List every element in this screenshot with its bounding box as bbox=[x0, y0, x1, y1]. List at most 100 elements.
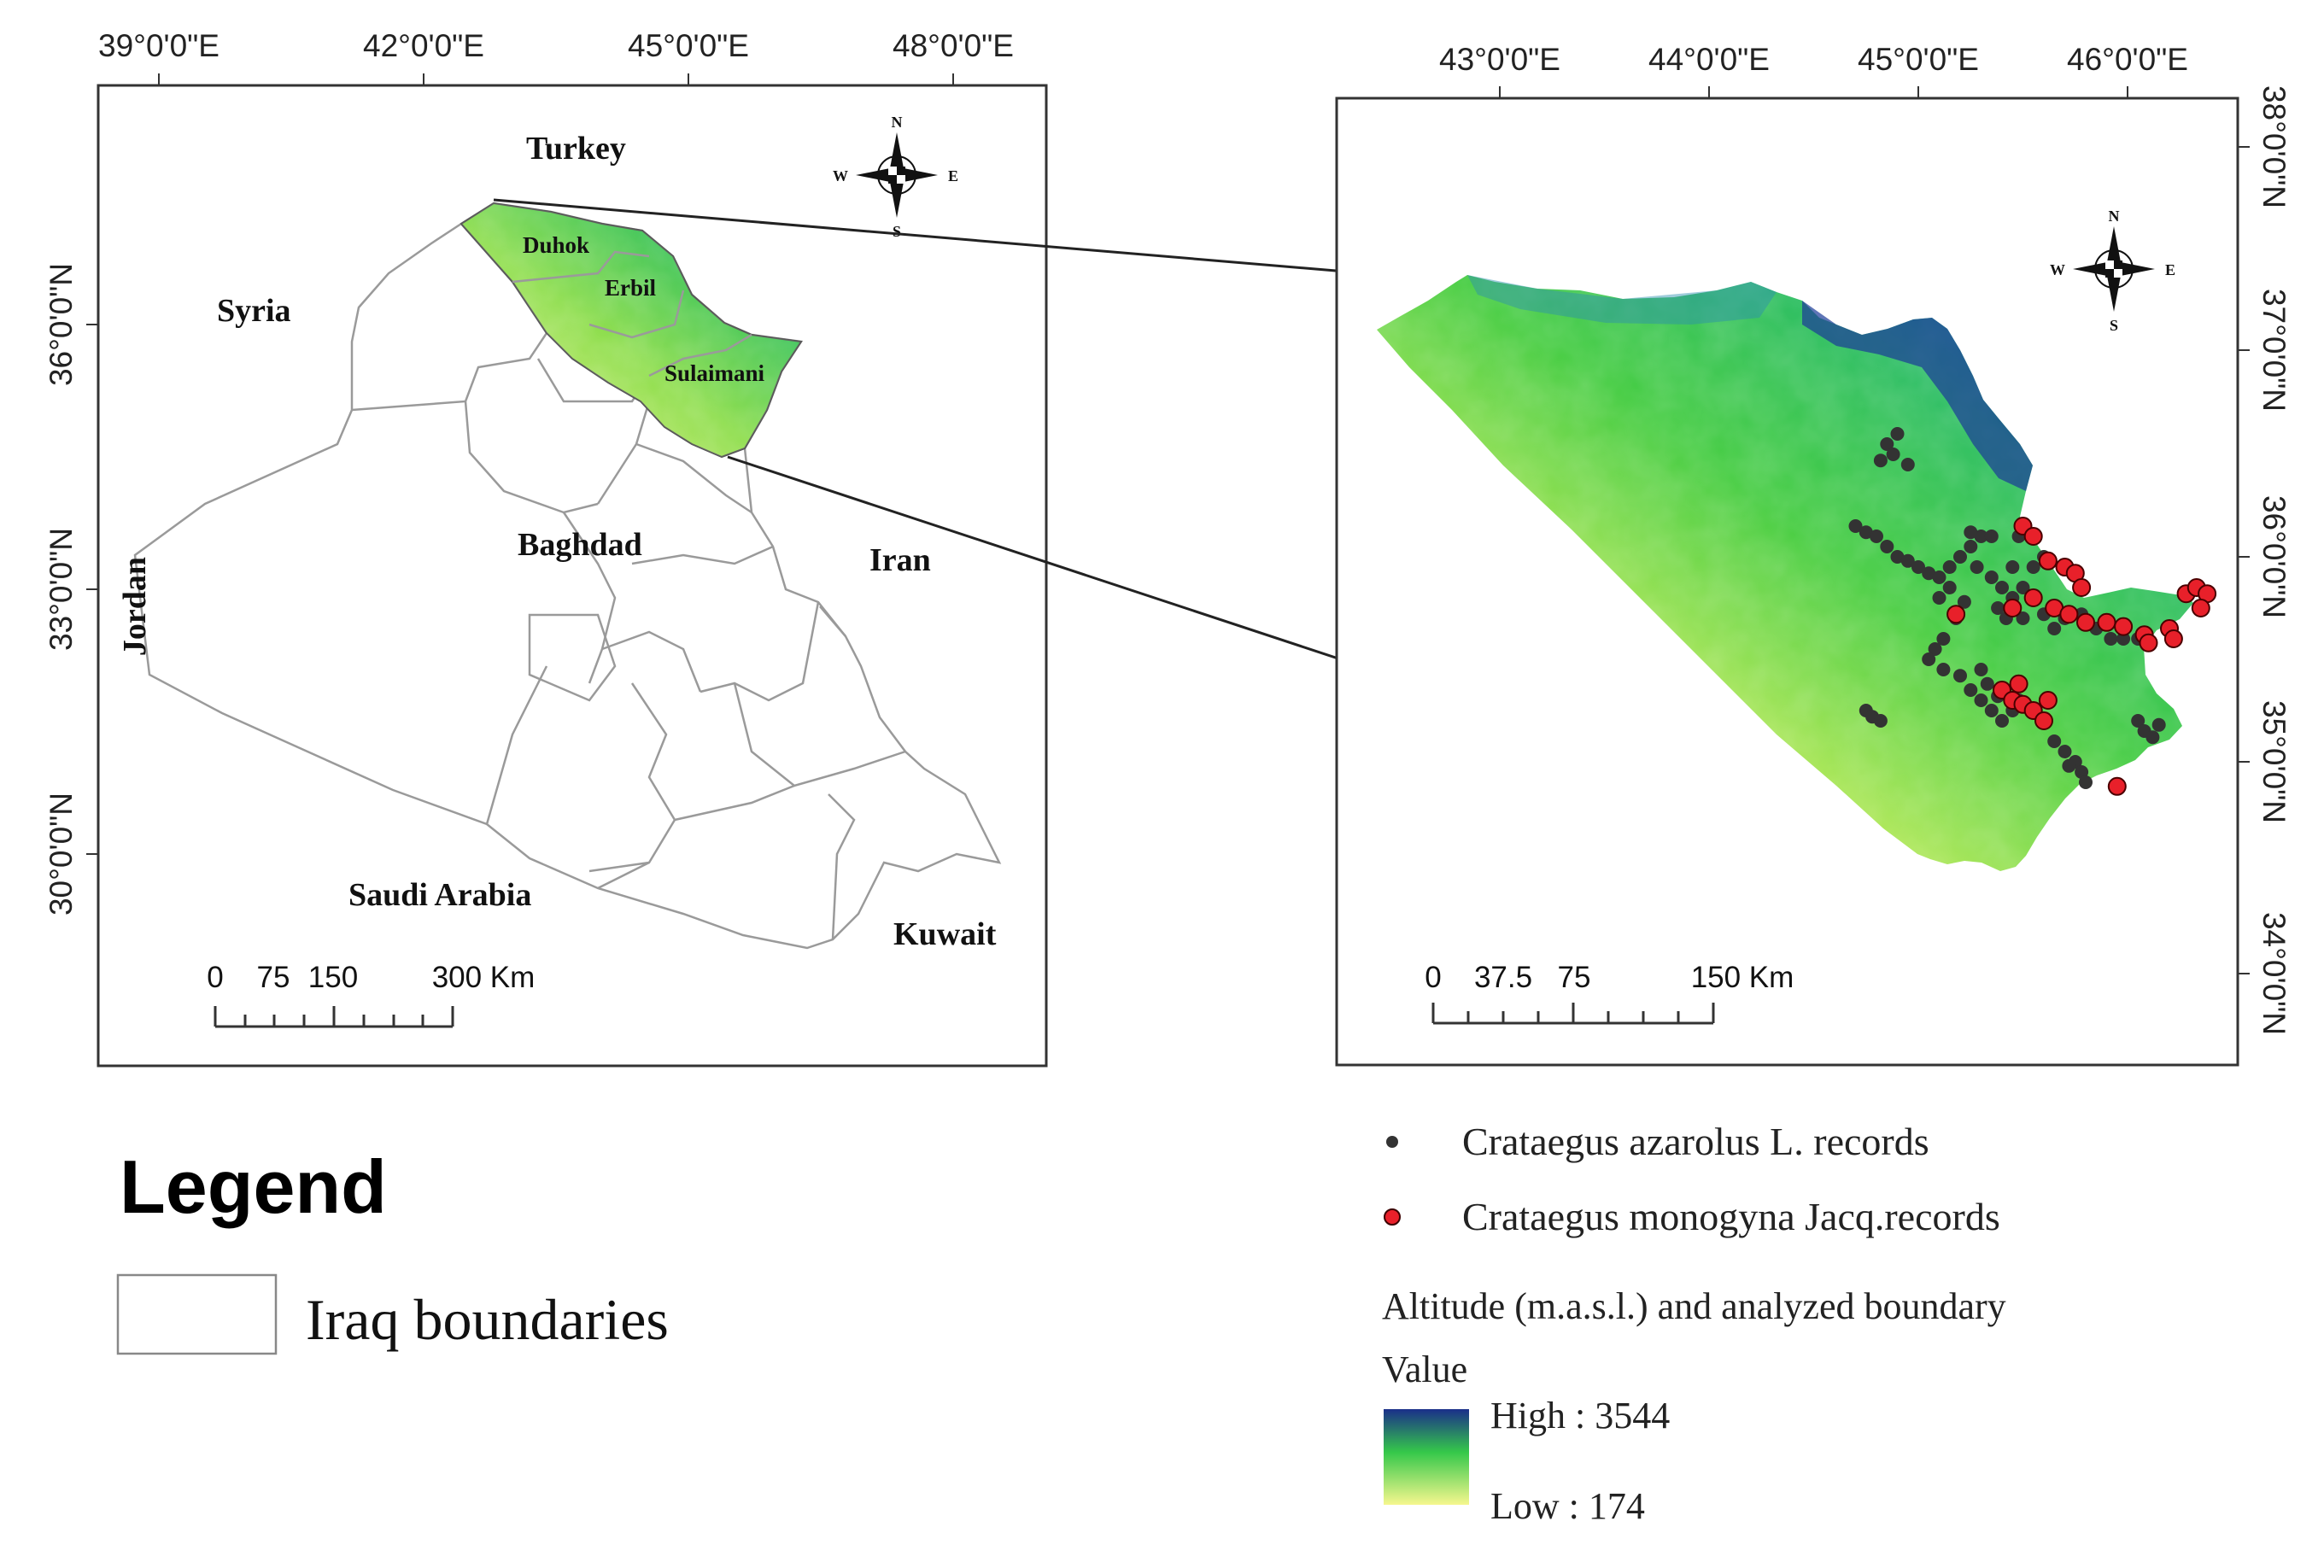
compass-letter: W bbox=[2050, 261, 2065, 278]
azarolus-record-point bbox=[1859, 525, 1873, 540]
compass-letter: N bbox=[2109, 208, 2120, 225]
azarolus-record-point bbox=[2079, 775, 2093, 789]
altitude-color-ramp bbox=[1384, 1409, 1469, 1505]
azarolus-record-point bbox=[1942, 581, 1957, 594]
overview-lon-tick-label: 42°0'0"E bbox=[363, 28, 484, 63]
overview-lon-tick-label: 39°0'0"E bbox=[98, 28, 220, 63]
overview-lon-tick-label: 45°0'0"E bbox=[628, 28, 749, 63]
azarolus-record-point bbox=[2016, 611, 2030, 625]
azarolus-record-point bbox=[2151, 717, 2166, 732]
monogyna-record-point bbox=[2003, 599, 2023, 617]
azarolus-record-point bbox=[2058, 745, 2072, 758]
monogyna-record-point bbox=[2139, 633, 2158, 652]
country-label: Kuwait bbox=[893, 916, 997, 952]
monogyna-legend-marker bbox=[1384, 1208, 1401, 1226]
azarolus-record-point bbox=[2145, 730, 2160, 745]
detail-lat-tick-label: 37°0'0"N bbox=[2257, 289, 2292, 412]
azarolus-record-point bbox=[2005, 560, 2020, 574]
right-legend: Crataegus azarolus L. records Crataegus … bbox=[1382, 1120, 2006, 1527]
scale-label: 0 bbox=[1425, 961, 1441, 994]
monogyna-record-point bbox=[2163, 629, 2183, 648]
country-label: Syria bbox=[217, 293, 291, 329]
overview-map: 39°0'0"E 42°0'0"E 45°0'0"E 48°0'0"E 36°0… bbox=[44, 28, 1048, 1068]
scale-label: 75 bbox=[1558, 961, 1591, 994]
scale-label: 150 bbox=[308, 961, 358, 994]
monogyna-record-point bbox=[2038, 691, 2058, 710]
azarolus-record-point bbox=[2016, 581, 2030, 594]
azarolus-record-point bbox=[1932, 591, 1946, 605]
azarolus-record-point bbox=[2047, 622, 2062, 635]
overview-lon-ticks: 39°0'0"E 42°0'0"E 45°0'0"E 48°0'0"E bbox=[98, 28, 1014, 85]
azarolus-record-point bbox=[1974, 693, 1988, 707]
azarolus-record-point bbox=[1870, 529, 1883, 543]
compass-letter: S bbox=[893, 223, 901, 240]
azarolus-legend-marker bbox=[1386, 1136, 1398, 1148]
country-label: Saudi Arabia bbox=[348, 877, 531, 913]
azarolus-record-point bbox=[1953, 550, 1967, 564]
altitude-high-label: High : 3544 bbox=[1490, 1395, 1670, 1436]
azarolus-record-point bbox=[1873, 714, 1888, 728]
altitude-legend-title: Altitude (m.a.s.l.) and analyzed boundar… bbox=[1382, 1285, 2006, 1327]
country-label: Baghdad bbox=[518, 527, 642, 563]
monogyna-records-layer bbox=[1946, 517, 2217, 796]
azarolus-record-point bbox=[1995, 581, 2009, 594]
left-legend: Legend Iraq boundaries bbox=[116, 1144, 669, 1355]
detail-scale-bar: 0 37.5 75 150 Km bbox=[1425, 961, 1794, 1025]
azarolus-record-point bbox=[1936, 632, 1951, 646]
overview-lat-tick-label: 33°0'0"N bbox=[44, 528, 79, 651]
monogyna-record-point bbox=[2076, 612, 2095, 632]
governorate-label: Duhok bbox=[523, 232, 589, 258]
azarolus-record-point bbox=[1880, 437, 1894, 451]
azarolus-record-point bbox=[2116, 632, 2131, 646]
scale-label: 300 Km bbox=[432, 961, 536, 994]
azarolus-record-point bbox=[2131, 714, 2145, 728]
monogyna-record-point bbox=[1946, 605, 1966, 624]
altitude-low-label: Low : 174 bbox=[1490, 1485, 1645, 1527]
overview-lat-ticks: 36°0'0"N 33°0'0"N 30°0'0"N bbox=[44, 263, 98, 916]
azarolus-record-point bbox=[1848, 519, 1863, 533]
detail-map: 43°0'0"E 44°0'0"E 45°0'0"E 46°0'0"E 38°0… bbox=[1335, 42, 2292, 1067]
azarolus-record-point bbox=[1932, 570, 1946, 584]
governorate-label: Sulaimani bbox=[664, 360, 765, 386]
azarolus-record-point bbox=[1936, 663, 1951, 676]
azarolus-legend-label: Crataegus azarolus L. records bbox=[1462, 1120, 1929, 1163]
azarolus-record-point bbox=[1900, 553, 1915, 568]
azarolus-record-point bbox=[1880, 540, 1894, 553]
monogyna-record-point bbox=[2072, 578, 2092, 597]
scale-label: 0 bbox=[207, 961, 223, 994]
azarolus-record-point bbox=[1964, 683, 1978, 697]
detail-lon-tick-label: 45°0'0"E bbox=[1858, 42, 1979, 77]
monogyna-record-point bbox=[2023, 588, 2043, 607]
overview-lon-tick-label: 48°0'0"E bbox=[893, 28, 1014, 63]
compass-letter: E bbox=[948, 167, 958, 184]
azarolus-record-point bbox=[1991, 601, 2005, 615]
governorate-label: Erbil bbox=[605, 275, 657, 301]
monogyna-record-point bbox=[2114, 617, 2134, 636]
scale-label: 150 Km bbox=[1691, 961, 1794, 994]
legend-title: Legend bbox=[120, 1144, 387, 1229]
azarolus-record-point bbox=[2047, 734, 2062, 748]
overview-lat-tick-label: 36°0'0"N bbox=[44, 263, 79, 386]
province-boundaries bbox=[351, 223, 906, 940]
azarolus-record-point bbox=[1984, 529, 1999, 543]
detail-lat-tick-label: 35°0'0"N bbox=[2257, 700, 2292, 823]
detail-lat-tick-label: 38°0'0"N bbox=[2257, 85, 2292, 208]
scale-label: 75 bbox=[257, 961, 290, 994]
azarolus-record-point bbox=[1984, 704, 1999, 717]
country-label: Turkey bbox=[526, 131, 626, 167]
azarolus-record-point bbox=[2026, 560, 2040, 574]
overview-lat-tick-label: 30°0'0"N bbox=[44, 793, 79, 916]
monogyna-record-point bbox=[2097, 612, 2116, 632]
azarolus-record-point bbox=[1974, 529, 1988, 543]
azarolus-record-point bbox=[1953, 669, 1967, 683]
detail-lat-tick-label: 36°0'0"N bbox=[2257, 495, 2292, 618]
azarolus-record-point bbox=[1890, 427, 1905, 441]
detail-lon-ticks: 43°0'0"E 44°0'0"E 45°0'0"E 46°0'0"E bbox=[1439, 42, 2188, 98]
detail-lon-tick-label: 43°0'0"E bbox=[1439, 42, 1560, 77]
country-label: Iran bbox=[869, 542, 931, 578]
compass-letter: N bbox=[892, 114, 903, 131]
monogyna-record-point bbox=[2023, 527, 2043, 546]
detail-lat-ticks: 38°0'0"N 37°0'0"N 36°0'0"N 35°0'0"N 34°0… bbox=[2238, 85, 2292, 1035]
overview-compass-rose: N S E W bbox=[833, 114, 958, 240]
